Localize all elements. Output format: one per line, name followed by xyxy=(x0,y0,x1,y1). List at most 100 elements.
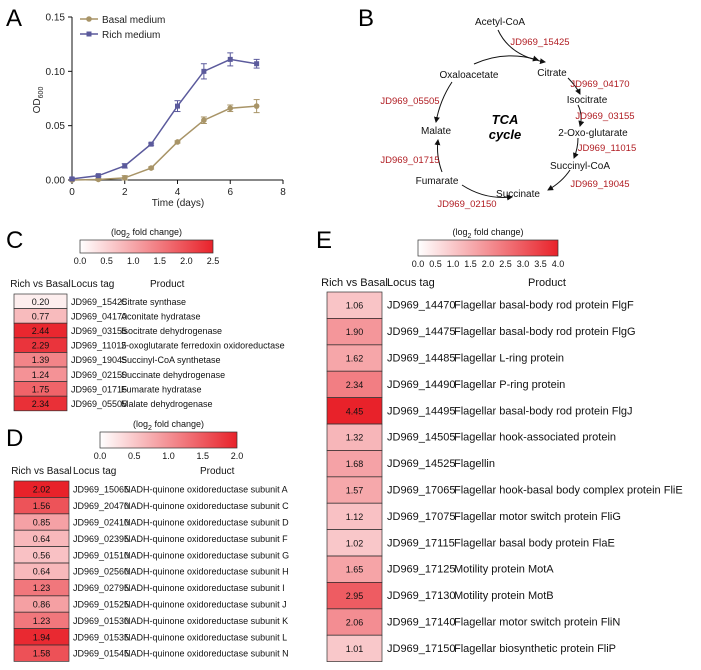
cell-value: 0.56 xyxy=(33,550,51,560)
arrow-succinylcoa-succinate xyxy=(547,169,571,191)
cell-value: 1.58 xyxy=(33,649,51,659)
cell-value: 2.34 xyxy=(346,380,364,390)
heatmap-cell xyxy=(326,582,383,610)
legend-label: Rich medium xyxy=(102,30,160,41)
cell-value: 2.34 xyxy=(32,399,50,409)
tca-center-label-1: TCA xyxy=(492,112,519,127)
locus-tag: JD969_02410 xyxy=(73,518,129,528)
heatmap-cell xyxy=(326,555,383,583)
x-tick-label: 6 xyxy=(227,187,233,198)
product-name: Flagellin xyxy=(454,458,495,470)
colorbar xyxy=(417,239,559,257)
legend-marker xyxy=(86,31,92,37)
product-name: Flagellar basal-body rod protein FlgG xyxy=(454,326,636,338)
product-name: NADH-quinone oxidoreductase subunit F xyxy=(124,534,288,544)
heatmap-cell xyxy=(326,423,383,451)
column-header-product: Product xyxy=(150,279,185,290)
y-tick-label: 0.10 xyxy=(46,67,66,78)
tca-center-label-2: cycle xyxy=(489,127,522,142)
cell-value: 1.12 xyxy=(346,512,364,522)
cell-value: 2.06 xyxy=(346,618,364,628)
y-tick-label: 0.00 xyxy=(46,176,66,187)
column-header-locus: Locus tag xyxy=(387,277,435,289)
colorbar-tick-label: 1.5 xyxy=(154,256,167,266)
locus-tag: JD969_01510 xyxy=(73,550,129,560)
cell-value: 2.02 xyxy=(33,485,51,495)
panel-label-c: C xyxy=(6,227,23,254)
data-point xyxy=(95,173,101,179)
metabolite-label: Fumarate xyxy=(416,176,459,187)
data-point xyxy=(227,56,233,62)
colorbar-tick-label: 0.5 xyxy=(429,259,442,269)
locus-tag: JD969_14505 xyxy=(387,432,456,444)
heatmap-cell xyxy=(13,644,70,662)
cell-value: 0.85 xyxy=(33,518,51,528)
data-point xyxy=(254,61,260,67)
product-name: Flagellar basal body protein FlaE xyxy=(454,537,615,549)
cell-value: 1.24 xyxy=(32,370,50,380)
colorbar-tick-label: 0.5 xyxy=(128,451,141,461)
arrow-oxaloacetate-citrate xyxy=(473,55,539,65)
product-name: Flagellar hook-basal body complex protei… xyxy=(454,485,683,497)
colorbar xyxy=(99,431,238,449)
product-name: Succinate dehydrogenase xyxy=(121,370,225,380)
locus-tag: JD969_05505 xyxy=(71,399,127,409)
cell-value: 1.39 xyxy=(32,355,50,365)
cell-value: 1.32 xyxy=(346,433,364,443)
data-point xyxy=(148,141,154,147)
locus-tag: JD969_17140 xyxy=(387,617,456,629)
locus-tag: JD969_02150 xyxy=(71,370,127,380)
arrow-oxaloacetate-malate xyxy=(433,81,453,123)
series-line xyxy=(71,58,257,180)
product-name: Flagellar motor switch protein FliG xyxy=(454,511,621,523)
cell-value: 2.29 xyxy=(32,341,50,351)
locus-tag: JD969_02560 xyxy=(73,567,129,577)
metabolite-label: Succinate xyxy=(496,189,540,200)
cell-value: 1.68 xyxy=(346,459,364,469)
colorbar-title: (log2 fold change) xyxy=(133,419,204,432)
product-name: Succinyl-CoA synthetase xyxy=(121,355,221,365)
colorbar-tick-label: 1.5 xyxy=(464,259,477,269)
y-tick-label: 0.15 xyxy=(46,13,66,24)
product-name: NADH-quinone oxidoreductase subunit H xyxy=(124,567,289,577)
locus-tag: JD969_15425 xyxy=(71,297,127,307)
colorbar-tick-label: 2.0 xyxy=(482,259,495,269)
heatmap-flagellar: (log2 fold change) 0.0 0.5 1.0 1.5 2.0 2.5 3.0 3… xyxy=(321,227,683,662)
x-tick-label: 8 xyxy=(280,187,286,198)
locus-tag: JD969_17150 xyxy=(387,643,456,655)
locus-tag: JD969_14490 xyxy=(387,379,456,391)
cell-value: 1.90 xyxy=(346,327,364,337)
colorbar-tick-label: 1.5 xyxy=(196,451,209,461)
colorbar-title: (log2 fold change) xyxy=(111,227,182,240)
heatmap-cell xyxy=(326,476,383,504)
heatmap-cell xyxy=(326,397,383,425)
column-header-locus: Locus tag xyxy=(71,279,114,290)
product-name: Flagellar biosynthetic protein FliP xyxy=(454,643,616,655)
enzyme-locus-label: JD969_15425 xyxy=(510,37,569,48)
colorbar-tick-label: 2.5 xyxy=(499,259,512,269)
column-header-product: Product xyxy=(200,466,235,477)
growth-curve-chart: Time (days) OD600 0 2 4 6 8 0.00 0.05 0.10 0.15 B… xyxy=(32,13,286,210)
locus-tag: JD969_17115 xyxy=(387,537,455,549)
heatmap-cell xyxy=(326,291,383,319)
metabolite-label: Oxaloacetate xyxy=(440,70,499,81)
heatmap-cell xyxy=(326,634,383,662)
cell-value: 1.06 xyxy=(346,301,364,311)
colorbar-tick-label: 2.0 xyxy=(231,451,244,461)
cell-value: 1.94 xyxy=(33,632,51,642)
locus-tag: JD969_02395 xyxy=(73,534,129,544)
x-axis-label: Time (days) xyxy=(152,198,204,209)
